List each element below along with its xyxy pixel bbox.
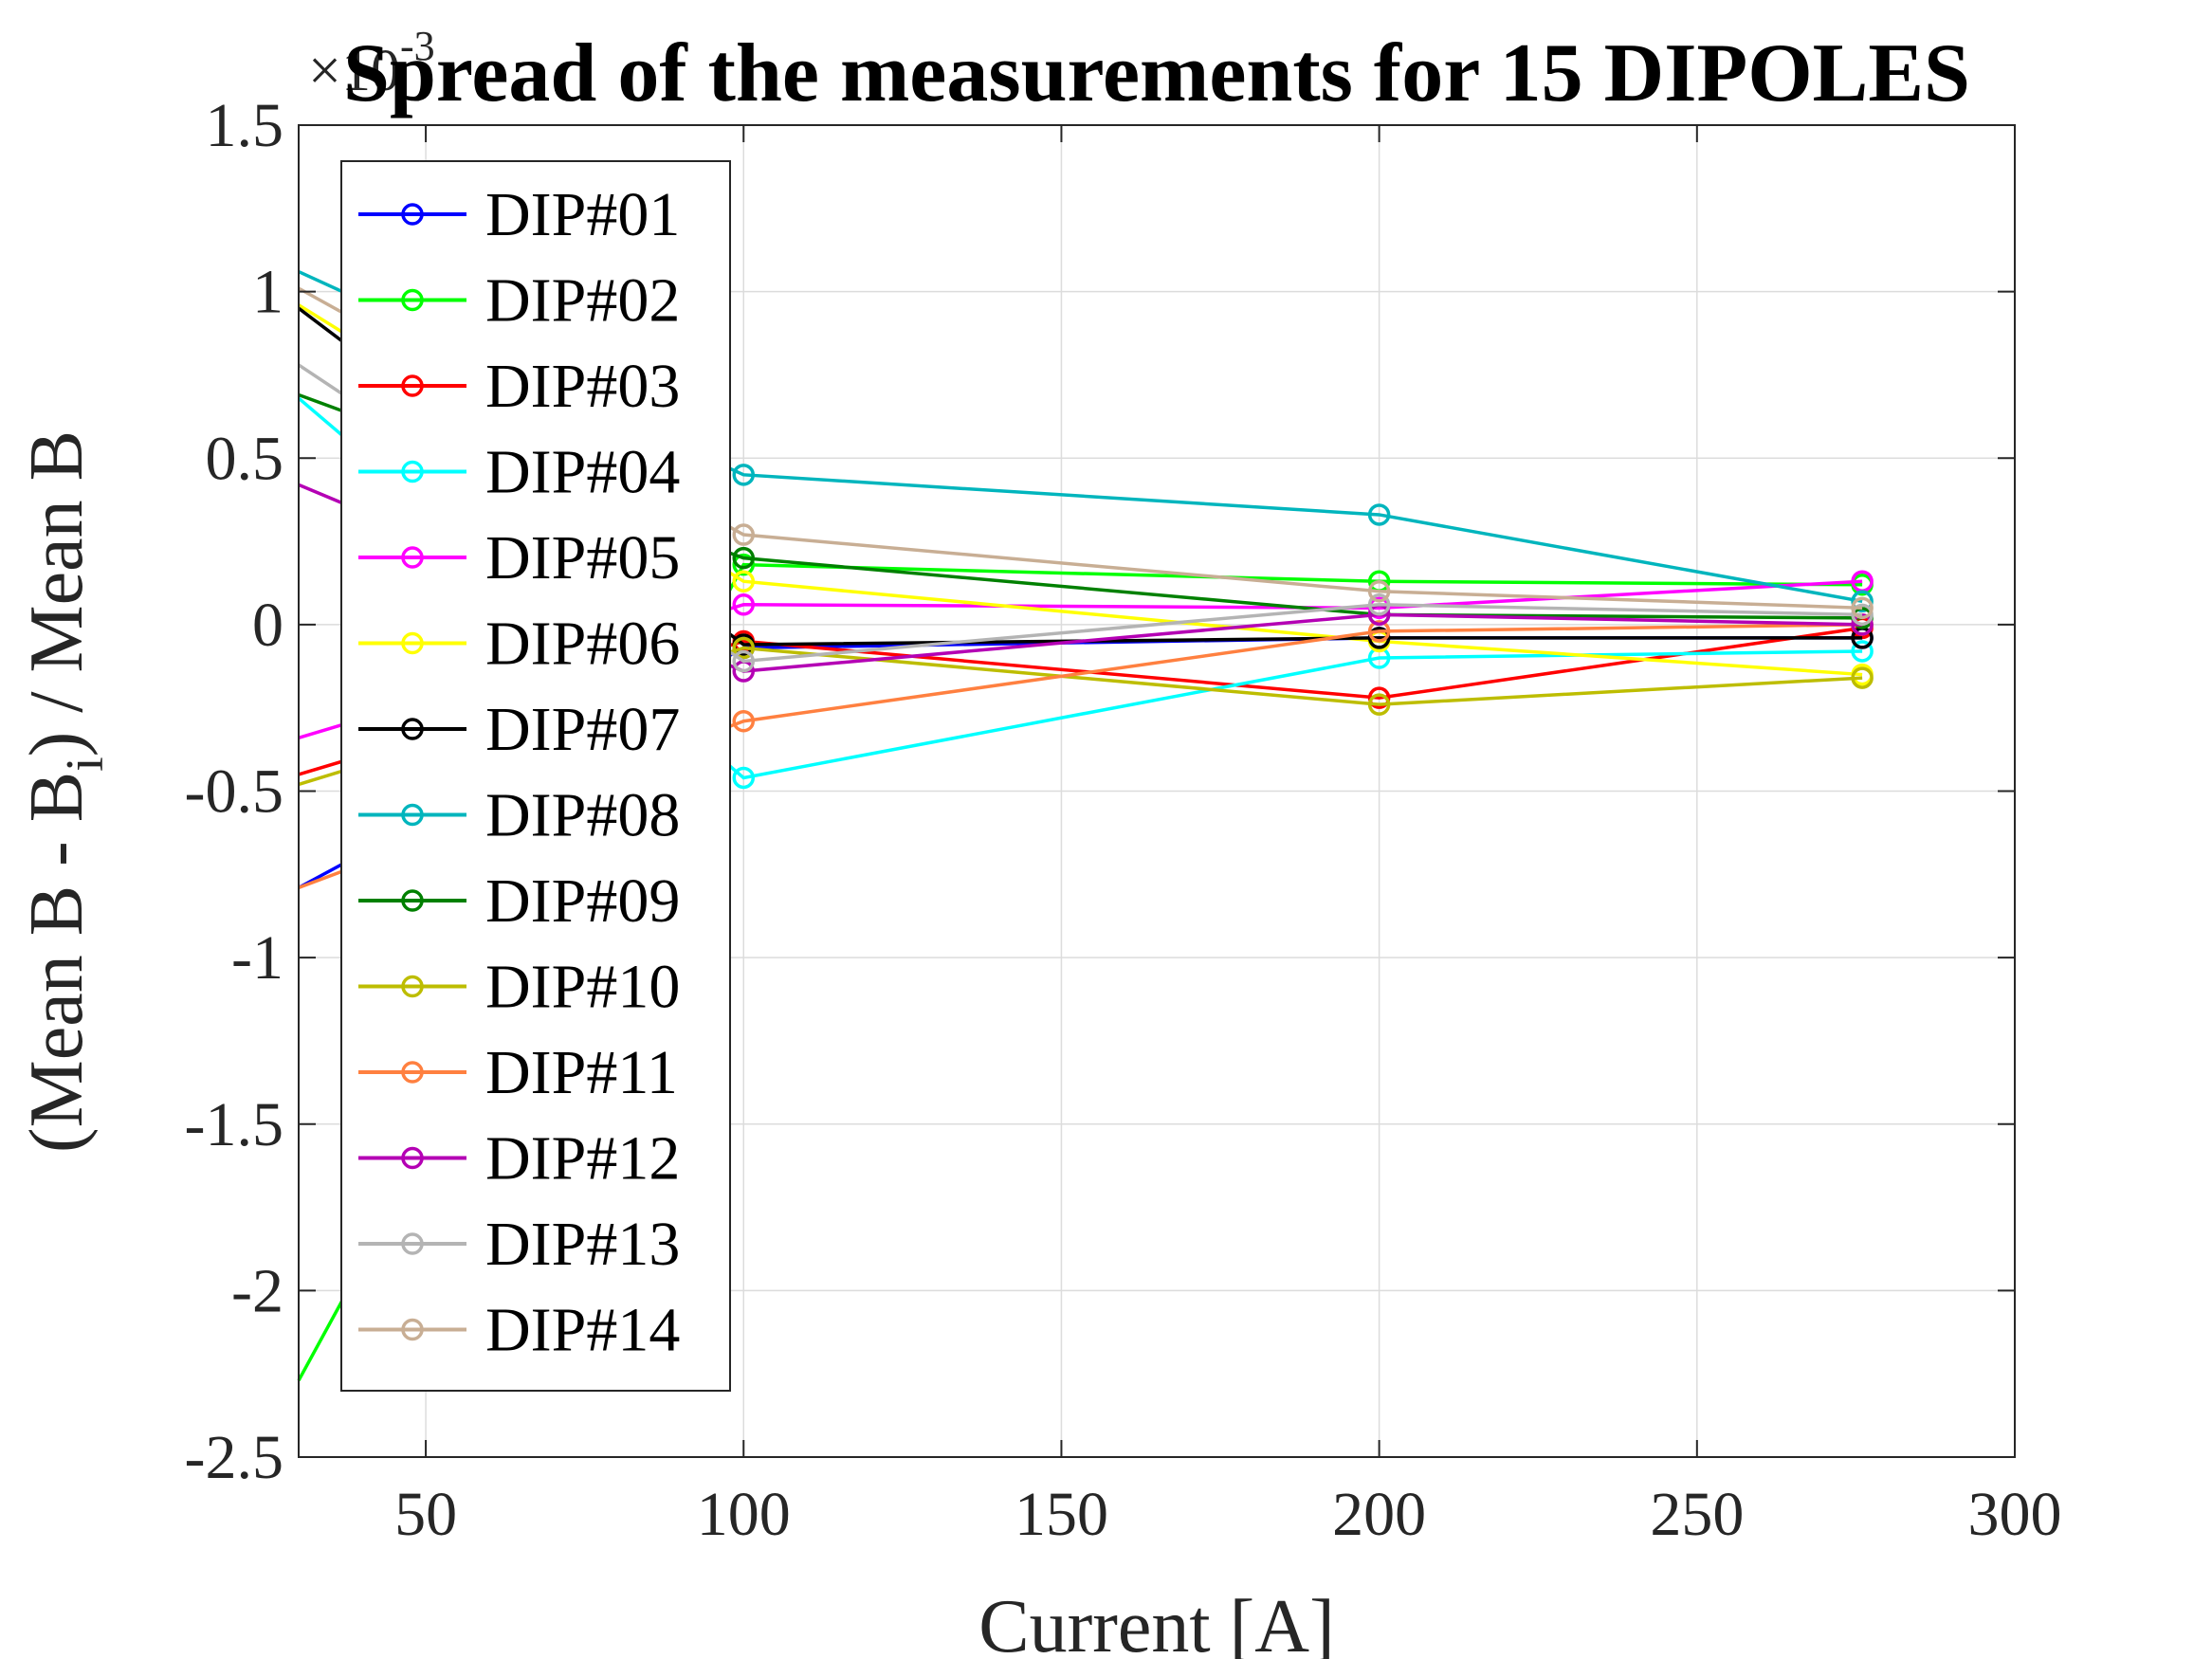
axis-ticks: 50 100 150 200 250 300 -2.5 -2 -1.5 -1 -0.5 0 0.5 1 1.…	[185, 91, 2062, 1549]
y-exponent-label: ×10-3	[308, 23, 435, 103]
x-tick-label: 150	[1015, 1480, 1108, 1549]
legend-box	[340, 160, 731, 1392]
y-axis-label: (Mean B - Bi) / Mean B	[15, 430, 115, 1153]
legend-entry: DIP#01	[358, 180, 680, 249]
legend-label: DIP#02	[485, 266, 680, 336]
legend-swatch-marker	[401, 1061, 424, 1084]
legend-label: DIP#04	[485, 438, 680, 507]
legend-swatch-marker	[401, 1318, 424, 1341]
legend-entry: DIP#03	[358, 352, 680, 421]
legend-label: DIP#11	[485, 1038, 678, 1107]
legend-entry: DIP#02	[358, 266, 680, 336]
data-point	[732, 593, 756, 616]
legend-swatch-marker	[401, 975, 424, 998]
legend-label: DIP#08	[485, 781, 680, 850]
legend-label: DIP#07	[485, 695, 680, 764]
legend-entry: DIP#08	[358, 781, 680, 850]
data-point	[1367, 686, 1391, 709]
legend-entry: DIP#06	[358, 610, 680, 679]
y-tick-label: 1	[252, 258, 283, 327]
data-point	[732, 570, 756, 592]
data-point	[1367, 620, 1391, 643]
legend-label: DIP#10	[485, 953, 680, 1022]
legend-label: DIP#12	[485, 1124, 680, 1194]
legend-label: DIP#05	[485, 523, 680, 592]
data-point	[1367, 693, 1391, 716]
legend-entry: DIP#14	[358, 1296, 680, 1365]
x-axis-label: Current [A]	[978, 1585, 1334, 1659]
x-tick-label: 50	[394, 1480, 457, 1549]
legend-swatch-marker	[401, 546, 424, 569]
data-point	[732, 766, 756, 790]
legend-swatch-marker	[401, 374, 424, 397]
legend-swatch-marker	[401, 803, 424, 827]
x-tick-label: 300	[1968, 1480, 2062, 1549]
y-tick-label: 0	[252, 591, 283, 660]
data-point	[1851, 640, 1874, 663]
legend-entry: DIP#09	[358, 866, 680, 936]
legend-swatch-marker	[401, 203, 424, 226]
legend-label: DIP#13	[485, 1210, 680, 1279]
legend-swatch-marker	[401, 889, 424, 912]
data-point	[732, 636, 756, 660]
y-tick-label: -0.5	[185, 757, 283, 827]
legend-entry: DIP#04	[358, 438, 680, 507]
data-point	[732, 546, 756, 570]
chart-title: Spread of the measurements for 15 DIPOLE…	[343, 27, 1970, 119]
legend-label: DIP#14	[485, 1296, 680, 1365]
legend-entry: DIP#05	[358, 523, 680, 592]
legend-label: DIP#01	[485, 180, 680, 249]
legend-swatch-marker	[401, 288, 424, 312]
y-tick-label: -2	[231, 1256, 283, 1325]
legend-entry: DIP#13	[358, 1210, 680, 1279]
y-tick-label: -1.5	[185, 1090, 283, 1159]
legend-label: DIP#06	[485, 610, 680, 679]
data-point	[1367, 627, 1391, 649]
x-tick-label: 250	[1650, 1480, 1744, 1549]
data-point	[1851, 590, 1874, 613]
y-tick-label: -2.5	[185, 1423, 283, 1492]
data-point	[1367, 503, 1391, 526]
y-tick-label: 0.5	[206, 424, 284, 493]
y-tick-label: -1	[231, 923, 283, 993]
legend-swatch-marker	[401, 718, 424, 740]
legend-swatch-marker	[401, 460, 424, 483]
legend-swatch-marker	[401, 631, 424, 655]
data-point	[1367, 593, 1391, 616]
data-point	[1851, 666, 1874, 689]
x-tick-label: 200	[1332, 1480, 1426, 1549]
legend-entry: DIP#12	[358, 1124, 680, 1194]
data-point	[732, 523, 756, 546]
data-point	[732, 649, 756, 673]
y-tick-label: 1.5	[206, 91, 284, 160]
legend-entry: DIP#07	[358, 695, 680, 764]
data-point	[1851, 613, 1874, 636]
data-point	[732, 709, 756, 733]
data-point	[732, 464, 756, 486]
data-point	[1367, 580, 1391, 603]
data-point	[732, 553, 756, 576]
x-tick-label: 100	[697, 1480, 791, 1549]
legend: DIP#01 DIP#02 DIP#03 DIP#04 DIP#05 DIP#06 DIP#…	[340, 160, 731, 1392]
legend-swatch-marker	[401, 1146, 424, 1170]
legend-entry: DIP#10	[358, 953, 680, 1022]
data-point	[1851, 603, 1874, 627]
legend-label: DIP#09	[485, 866, 680, 936]
data-point	[1851, 596, 1874, 620]
legend-entry: DIP#11	[358, 1038, 678, 1107]
legend-swatch-marker	[401, 1232, 424, 1255]
legend-label: DIP#03	[485, 352, 680, 421]
